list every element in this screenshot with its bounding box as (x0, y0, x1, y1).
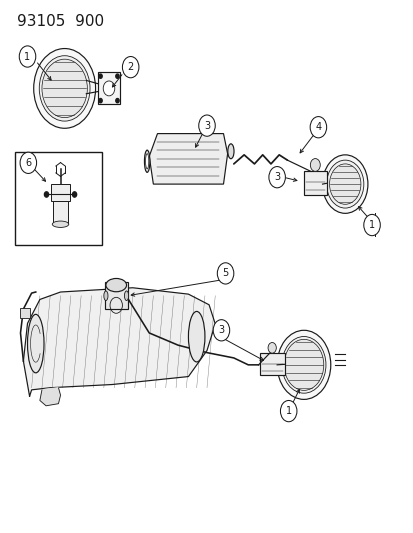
Bar (259, 353, 284, 375)
Circle shape (283, 340, 323, 390)
Ellipse shape (27, 314, 44, 373)
Bar (97, 72, 120, 104)
Circle shape (44, 192, 48, 197)
Circle shape (268, 343, 275, 353)
Text: 4: 4 (315, 122, 320, 132)
Polygon shape (40, 387, 60, 406)
Circle shape (198, 115, 215, 136)
Bar (104, 282, 128, 309)
Text: 2: 2 (127, 62, 133, 72)
Circle shape (276, 330, 330, 399)
Circle shape (329, 164, 360, 204)
Text: 1: 1 (368, 220, 374, 230)
Circle shape (280, 400, 296, 422)
Text: 1: 1 (24, 52, 31, 61)
Circle shape (363, 214, 380, 236)
Ellipse shape (124, 291, 128, 301)
Text: 3: 3 (273, 172, 280, 182)
Circle shape (39, 56, 90, 121)
Ellipse shape (188, 311, 204, 362)
Circle shape (310, 159, 320, 171)
Circle shape (122, 56, 139, 78)
Bar (53, 201, 68, 224)
Text: 3: 3 (204, 120, 209, 131)
Circle shape (116, 74, 119, 78)
Circle shape (281, 336, 325, 393)
Circle shape (19, 46, 36, 67)
Polygon shape (23, 288, 215, 396)
Circle shape (213, 320, 229, 341)
Ellipse shape (106, 278, 126, 292)
Bar (51, 184, 69, 201)
Ellipse shape (104, 291, 108, 301)
Polygon shape (149, 134, 227, 184)
Circle shape (72, 192, 76, 197)
Ellipse shape (145, 154, 148, 169)
Circle shape (103, 81, 114, 96)
Text: 5: 5 (222, 269, 228, 278)
Circle shape (326, 160, 363, 208)
Circle shape (20, 152, 36, 173)
Circle shape (309, 117, 326, 138)
Circle shape (116, 99, 119, 103)
Ellipse shape (227, 144, 233, 159)
Ellipse shape (144, 150, 150, 172)
Bar (303, 171, 326, 195)
Ellipse shape (52, 221, 69, 228)
Circle shape (268, 166, 285, 188)
Circle shape (33, 49, 95, 128)
Circle shape (99, 99, 102, 103)
Text: 1: 1 (285, 406, 291, 416)
Bar (21, 308, 29, 318)
Text: 6: 6 (25, 158, 31, 168)
Circle shape (322, 155, 367, 213)
Circle shape (217, 263, 233, 284)
Circle shape (42, 59, 87, 118)
Bar (15, 152, 102, 245)
Circle shape (99, 74, 102, 78)
Text: 3: 3 (218, 325, 224, 335)
Text: 93105  900: 93105 900 (17, 14, 104, 29)
